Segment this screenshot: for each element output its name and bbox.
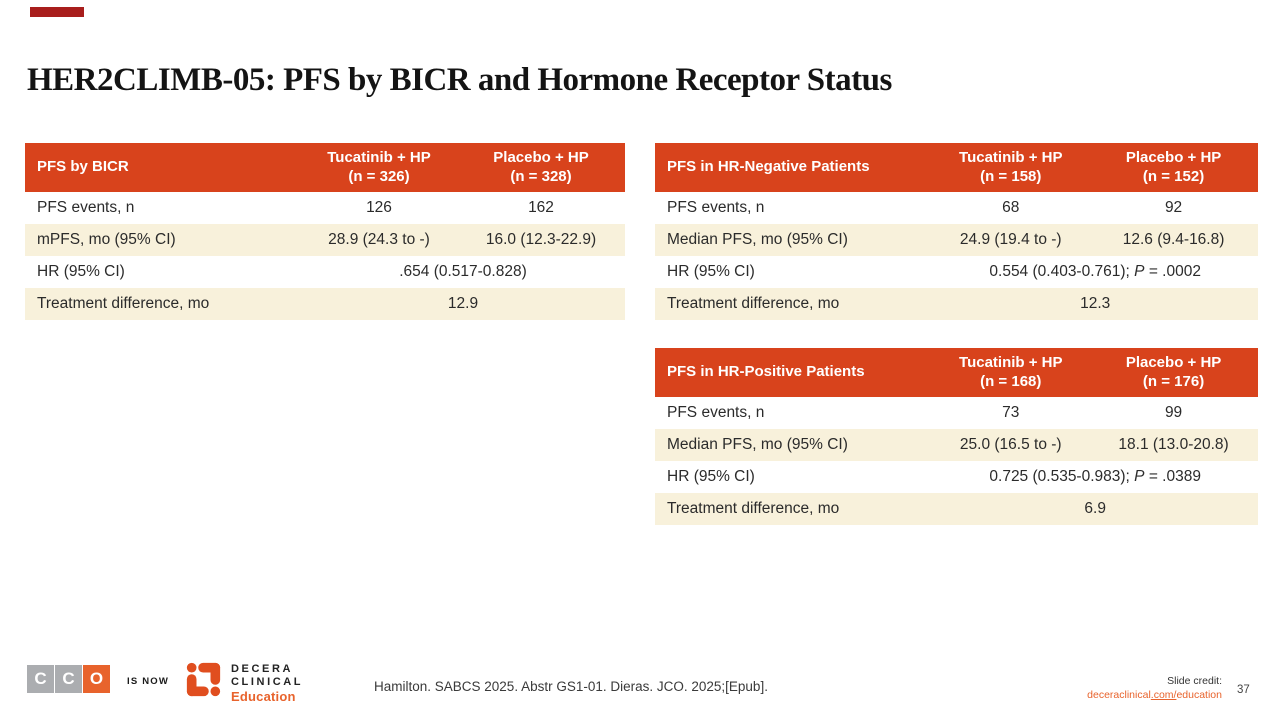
table-row-pfs-events: PFS events, n 126 162: [25, 192, 625, 224]
column-header-tucatinib: Tucatinib + HP (n = 168): [932, 348, 1090, 397]
slide-credit-label: Slide credit:: [1167, 675, 1222, 687]
cco-logo: C C O: [27, 665, 110, 693]
row-label: Treatment difference, mo: [655, 493, 933, 525]
cco-logo-letter: C: [55, 665, 82, 693]
slide-credit: Slide credit: deceraclinical.com/educati…: [1087, 674, 1222, 702]
arm-name: Tucatinib + HP: [327, 148, 431, 166]
arm-n: (n = 328): [510, 167, 572, 185]
row-label: PFS events, n: [655, 397, 933, 429]
arm-name: Tucatinib + HP: [959, 148, 1063, 166]
cell-value: 162: [457, 192, 625, 224]
link-suffix: education: [1176, 689, 1222, 702]
p-italic: P: [1134, 263, 1145, 280]
slide-title: HER2CLIMB-05: PFS by BICR and Hormone Re…: [27, 62, 892, 98]
is-now-label: IS NOW: [127, 676, 170, 687]
table-header-row: PFS in HR-Negative Patients Tucatinib + …: [655, 143, 1258, 192]
table-title-hr-positive: PFS in HR-Positive Patients: [655, 348, 933, 397]
decera-word: DECERA: [231, 663, 294, 675]
arm-n: (n = 326): [348, 167, 410, 185]
decera-logo-icon: [186, 662, 221, 697]
arm-name: Placebo + HP: [1125, 353, 1222, 371]
cell-value: 16.0 (12.3-22.9): [457, 224, 625, 256]
link-mid: .com/: [1150, 689, 1177, 702]
column-header-placebo: Placebo + HP (n = 176): [1089, 348, 1258, 397]
cell-value-span: .654 (0.517-0.828): [301, 256, 625, 288]
row-label: mPFS, mo (95% CI): [25, 224, 301, 256]
arm-name: Placebo + HP: [493, 148, 589, 166]
table-row-hr: HR (95% CI) .654 (0.517-0.828): [25, 256, 625, 288]
row-label: HR (95% CI): [25, 256, 301, 288]
row-label: PFS events, n: [655, 192, 933, 224]
table-row-hr: HR (95% CI) 0.725 (0.535-0.983); P = .03…: [655, 461, 1258, 493]
arm-n: (n = 152): [1142, 167, 1205, 185]
row-label: HR (95% CI): [655, 256, 933, 288]
slide-credit-link[interactable]: deceraclinical.com/education: [1087, 689, 1222, 701]
cell-value: 99: [1089, 397, 1258, 429]
arm-n: (n = 158): [980, 167, 1042, 185]
decera-education-label: Education: [231, 689, 296, 704]
arm-n: (n = 176): [1142, 372, 1205, 390]
p-italic: P: [1134, 468, 1145, 485]
table-row-treatment-difference: Treatment difference, mo 6.9: [655, 493, 1258, 525]
row-label: Treatment difference, mo: [25, 288, 301, 320]
cell-value: 25.0 (16.5 to -): [932, 429, 1090, 461]
row-label: Treatment difference, mo: [655, 288, 933, 320]
cell-value: 73: [932, 397, 1090, 429]
cell-value-span: 12.3: [932, 288, 1258, 320]
arm-name: Placebo + HP: [1125, 148, 1222, 166]
page-number: 37: [1237, 684, 1250, 696]
arm-name: Tucatinib + HP: [959, 353, 1063, 371]
table-header-row: PFS in HR-Positive Patients Tucatinib + …: [655, 348, 1258, 397]
arm-n: (n = 168): [980, 372, 1042, 390]
p-value: = .0002: [1144, 263, 1201, 280]
pfs-hr-positive-table: PFS in HR-Positive Patients Tucatinib + …: [655, 348, 1258, 525]
hr-value: 0.725 (0.535-0.983);: [989, 468, 1135, 485]
cell-value: 28.9 (24.3 to -): [301, 224, 457, 256]
citation: Hamilton. SABCS 2025. Abstr GS1-01. Dier…: [374, 679, 768, 694]
table-title-hr-negative: PFS in HR-Negative Patients: [655, 143, 933, 192]
link-prefix: deceraclinical: [1087, 689, 1151, 702]
cell-value-span: 6.9: [932, 493, 1258, 525]
table-row-pfs-events: PFS events, n 73 99: [655, 397, 1258, 429]
decera-logo: DECERA CLINICAL Education: [186, 662, 303, 703]
table-row-hr: HR (95% CI) 0.554 (0.403-0.761); P = .00…: [655, 256, 1258, 288]
cco-logo-letter: C: [27, 665, 54, 693]
decera-word: CLINICAL: [231, 676, 304, 688]
column-header-placebo: Placebo + HP (n = 328): [457, 143, 625, 192]
table-row-treatment-difference: Treatment difference, mo 12.3: [655, 288, 1258, 320]
cell-value: 12.6 (9.4-16.8): [1089, 224, 1258, 256]
pfs-hr-negative-table: PFS in HR-Negative Patients Tucatinib + …: [655, 143, 1258, 320]
accent-bar: [30, 7, 84, 17]
hr-value: .654 (0.517-0.828): [399, 263, 527, 280]
cell-value-span: 0.554 (0.403-0.761); P = .0002: [932, 256, 1258, 288]
row-label: HR (95% CI): [655, 461, 933, 493]
column-header-tucatinib: Tucatinib + HP (n = 158): [932, 143, 1090, 192]
pfs-bicr-table: PFS by BICR Tucatinib + HP (n = 326) Pla…: [25, 143, 625, 320]
table-title-pfs-bicr: PFS by BICR: [25, 143, 301, 192]
row-label: PFS events, n: [25, 192, 301, 224]
cell-value: 24.9 (19.4 to -): [932, 224, 1090, 256]
p-value: = .0389: [1144, 468, 1201, 485]
cell-value: 68: [932, 192, 1090, 224]
cell-value: 92: [1089, 192, 1258, 224]
row-label: Median PFS, mo (95% CI): [655, 224, 933, 256]
column-header-tucatinib: Tucatinib + HP (n = 326): [301, 143, 457, 192]
table-row-median-pfs: Median PFS, mo (95% CI) 24.9 (19.4 to -)…: [655, 224, 1258, 256]
hr-value: 0.554 (0.403-0.761);: [989, 263, 1135, 280]
column-header-placebo: Placebo + HP (n = 152): [1089, 143, 1258, 192]
cell-value: 18.1 (13.0-20.8): [1089, 429, 1258, 461]
table-row-mpfs: mPFS, mo (95% CI) 28.9 (24.3 to -) 16.0 …: [25, 224, 625, 256]
cell-value-span: 12.9: [301, 288, 625, 320]
cell-value-span: 0.725 (0.535-0.983); P = .0389: [932, 461, 1258, 493]
table-row-treatment-difference: Treatment difference, mo 12.9: [25, 288, 625, 320]
table-header-row: PFS by BICR Tucatinib + HP (n = 326) Pla…: [25, 143, 625, 192]
row-label: Median PFS, mo (95% CI): [655, 429, 933, 461]
table-row-median-pfs: Median PFS, mo (95% CI) 25.0 (16.5 to -)…: [655, 429, 1258, 461]
cco-logo-letter: O: [83, 665, 110, 693]
table-row-pfs-events: PFS events, n 68 92: [655, 192, 1258, 224]
decera-logo-text: DECERA CLINICAL Education: [231, 662, 304, 704]
cell-value: 126: [301, 192, 457, 224]
